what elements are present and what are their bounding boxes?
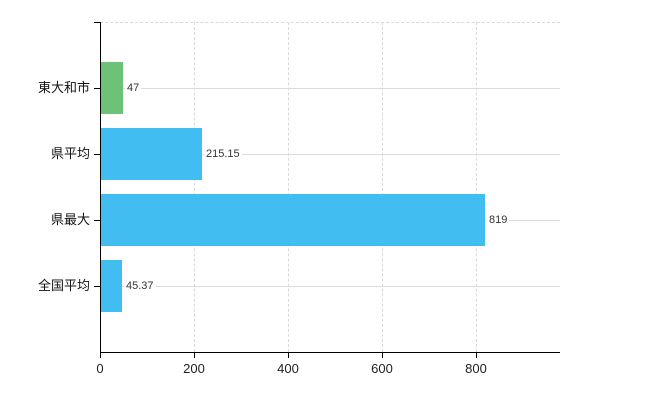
x-tick-label: 800 <box>465 361 487 376</box>
vertical-gridline <box>475 22 477 352</box>
y-axis-tick <box>94 88 100 89</box>
y-axis <box>100 22 101 353</box>
category-label: 県平均 <box>50 146 90 161</box>
vertical-gridline <box>381 22 383 352</box>
row-leader-gridline <box>101 88 560 89</box>
x-tick-label: 600 <box>371 361 393 376</box>
category-label: 東大和市 <box>37 80 90 95</box>
bar-value-label: 47 <box>125 82 142 95</box>
x-axis-tick <box>288 353 289 358</box>
row-leader-gridline <box>101 286 560 287</box>
x-axis-tick <box>382 353 383 358</box>
vertical-gridline <box>287 22 289 352</box>
vertical-gridline <box>193 22 195 352</box>
x-axis-tick <box>476 353 477 358</box>
x-tick-label: 400 <box>277 361 299 376</box>
x-tick-label: 200 <box>183 361 205 376</box>
y-axis-top-tick <box>94 22 100 23</box>
top-gridline <box>100 22 560 23</box>
y-axis-tick <box>94 154 100 155</box>
bar <box>101 62 123 114</box>
x-axis-tick <box>194 353 195 358</box>
category-label: 全国平均 <box>37 278 90 293</box>
x-axis <box>100 352 560 353</box>
bar-value-label: 819 <box>487 214 510 227</box>
bar-value-label: 215.15 <box>204 148 242 161</box>
bar <box>101 128 202 180</box>
y-axis-tick <box>94 286 100 287</box>
x-tick-label: 0 <box>96 361 104 376</box>
row-leader-gridline <box>101 154 560 155</box>
bar-value-label: 45.37 <box>124 280 156 293</box>
category-label: 県最大 <box>50 212 90 227</box>
y-axis-tick <box>94 220 100 221</box>
x-axis-tick <box>100 353 101 358</box>
bar <box>101 194 485 246</box>
bar <box>101 260 122 312</box>
